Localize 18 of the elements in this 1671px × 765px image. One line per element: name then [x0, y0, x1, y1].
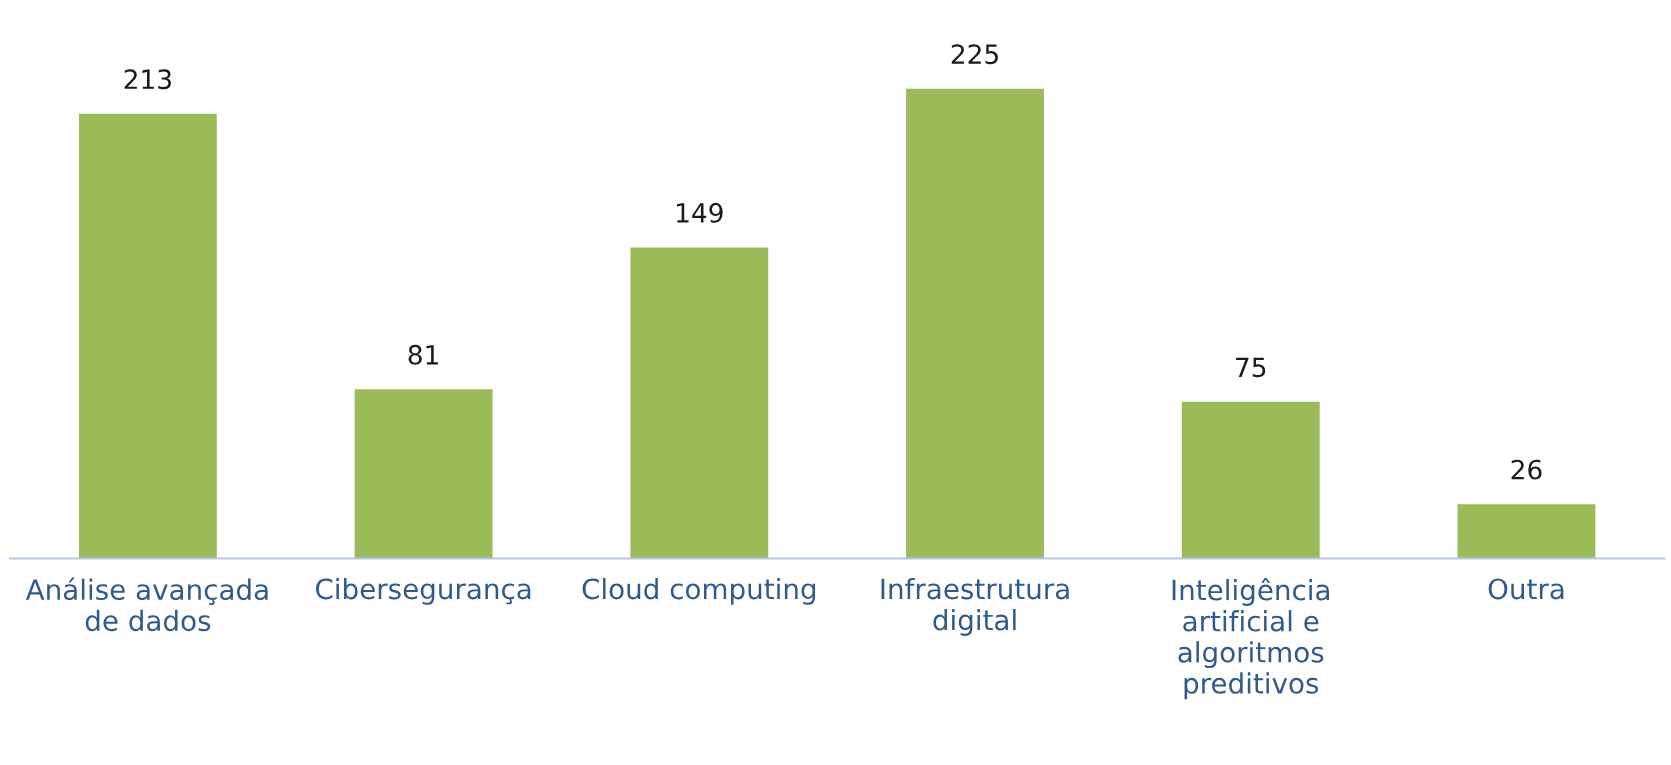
bar	[78, 113, 217, 559]
bar	[1181, 401, 1320, 559]
x-tick-label: Inteligência artificial e algoritmos preditivos	[1172, 577, 1329, 700]
data-label: 225	[951, 44, 998, 65]
data-label: 75	[1236, 357, 1266, 378]
bar	[630, 247, 769, 559]
x-tick-label: Infraestrutura digital	[881, 577, 1069, 636]
x-tick-label: Cloud computing	[582, 577, 816, 605]
data-label: 149	[677, 202, 723, 223]
data-label: 213	[124, 69, 171, 90]
data-label: 81	[408, 344, 438, 365]
x-tick-label: Análise avançada de dados	[25, 577, 268, 632]
bar	[1457, 504, 1596, 559]
bar	[906, 88, 1044, 559]
x-tick-label: Cibersegurança	[315, 577, 531, 605]
bar	[354, 389, 493, 559]
data-label: 26	[1511, 459, 1542, 480]
x-tick-label: Outra	[1488, 578, 1564, 600]
